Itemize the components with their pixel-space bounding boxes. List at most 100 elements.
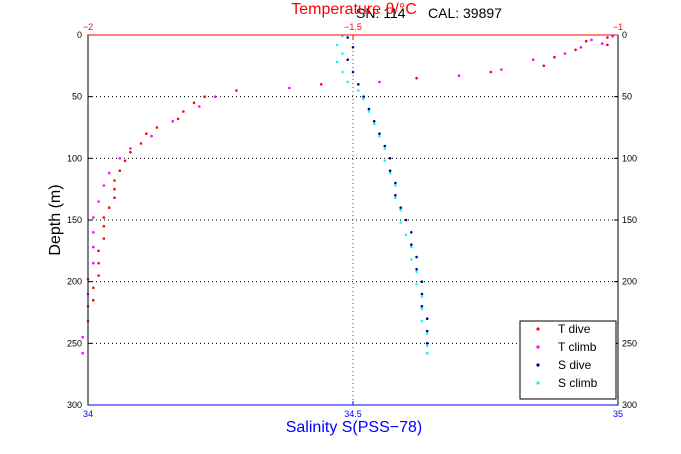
data-point <box>410 258 413 261</box>
series-t-climb <box>81 34 614 355</box>
data-point <box>346 80 350 84</box>
data-point <box>404 233 408 237</box>
data-point <box>420 319 424 323</box>
y-tick-label-right: 200 <box>622 277 637 287</box>
legend-marker <box>536 345 540 349</box>
top-tick-label: −1 <box>613 22 623 32</box>
data-point <box>415 270 418 274</box>
data-point <box>367 107 371 111</box>
data-point <box>425 344 429 348</box>
data-point <box>410 243 413 246</box>
y-axis-title: Depth (m) <box>47 184 64 255</box>
data-point <box>341 34 344 38</box>
data-point <box>378 134 381 138</box>
y-tick-label-left: 250 <box>67 338 82 348</box>
data-point <box>102 184 106 187</box>
legend-label: T climb <box>558 340 597 354</box>
data-point <box>399 221 403 224</box>
data-point <box>378 132 381 135</box>
data-point <box>372 122 376 126</box>
data-point <box>410 231 413 234</box>
data-point <box>102 216 106 219</box>
y-tick-label-right: 250 <box>622 338 637 348</box>
data-point <box>319 83 323 86</box>
data-point <box>590 38 593 42</box>
data-point <box>378 80 381 84</box>
series-points <box>81 34 614 355</box>
data-point <box>394 194 397 197</box>
data-point <box>92 245 95 249</box>
data-point <box>346 58 350 61</box>
data-point <box>113 187 116 191</box>
data-point <box>420 280 424 284</box>
data-point <box>362 97 365 101</box>
legend: T dive T climb S dive S climb <box>519 320 617 400</box>
data-point <box>155 126 159 129</box>
data-point <box>563 52 567 55</box>
data-point <box>346 36 350 39</box>
data-point <box>420 307 424 311</box>
data-point <box>357 89 360 92</box>
data-point <box>97 261 100 265</box>
data-point <box>335 60 339 64</box>
y-tick-label-left: 150 <box>67 215 82 225</box>
data-point <box>97 249 100 253</box>
data-point <box>500 68 503 71</box>
data-point <box>489 70 493 74</box>
data-point <box>203 95 206 98</box>
data-point <box>351 46 355 49</box>
data-point <box>341 52 344 55</box>
legend-marker <box>536 381 540 385</box>
data-point <box>404 218 408 222</box>
data-point <box>388 171 392 175</box>
data-point <box>600 42 604 45</box>
data-point <box>145 132 148 135</box>
data-point <box>425 351 429 355</box>
data-point <box>139 142 143 145</box>
y-tick-label-right: 100 <box>622 153 637 163</box>
data-point <box>420 305 424 308</box>
data-point <box>198 105 201 108</box>
data-point <box>81 351 84 355</box>
data-point <box>425 329 429 333</box>
data-point <box>102 237 106 240</box>
data-point <box>129 150 132 154</box>
data-point <box>351 70 355 74</box>
calibration-label: CAL: 39897 <box>428 5 502 21</box>
data-point <box>362 95 365 98</box>
data-point <box>213 95 217 98</box>
data-point <box>415 282 418 286</box>
data-point <box>335 43 339 47</box>
data-point <box>394 184 397 187</box>
data-point <box>176 117 180 121</box>
data-point <box>410 245 413 249</box>
series-t-dive <box>92 36 609 302</box>
data-point <box>171 120 175 123</box>
data-point <box>394 196 397 200</box>
bottom-tick-label: 34.5 <box>344 409 362 419</box>
data-point <box>113 179 116 182</box>
y-tick-label-right: 0 <box>622 30 627 40</box>
y-tick-label-left: 200 <box>67 277 82 287</box>
data-point <box>388 169 392 172</box>
data-point <box>97 274 100 277</box>
data-point <box>584 39 588 43</box>
y-tick-label-right: 300 <box>622 400 637 410</box>
data-point <box>92 231 95 234</box>
data-point <box>553 55 556 59</box>
data-point <box>367 110 371 113</box>
data-point <box>394 181 397 185</box>
grid-lines <box>88 35 618 405</box>
y-tick-label-left: 300 <box>67 400 82 410</box>
data-point <box>606 36 609 39</box>
y-tick-label-left: 50 <box>72 92 82 102</box>
data-point <box>192 101 196 105</box>
legend-label: S climb <box>558 376 598 390</box>
axis-ticks: 0 0 50 50 100 100 150 150 200 200 250 250 300 300 −2 −1… <box>67 22 637 419</box>
data-point <box>425 317 429 321</box>
bottom-tick-label: 35 <box>613 409 623 419</box>
y-tick-label-right: 150 <box>622 215 637 225</box>
legend-marker <box>536 327 540 331</box>
data-point <box>288 86 291 90</box>
